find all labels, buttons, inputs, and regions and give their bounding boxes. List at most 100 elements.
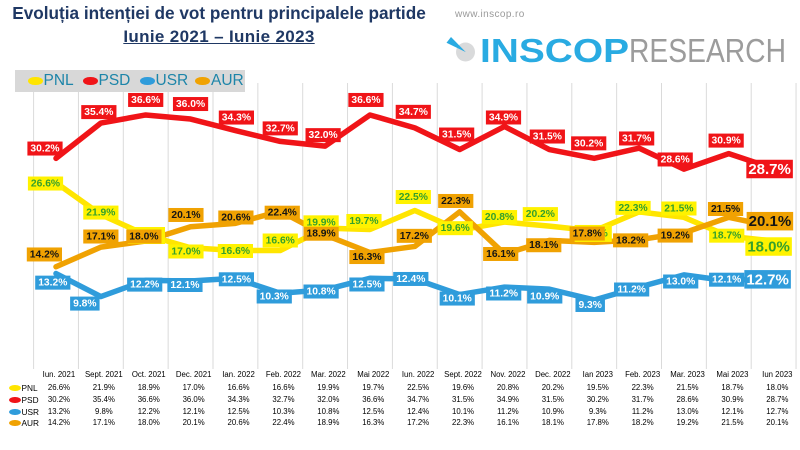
table-cell-usr-12: 9.3%	[588, 406, 607, 416]
data-label-box	[218, 110, 255, 125]
table-cell-psd-3: 36.0%	[182, 394, 205, 404]
table-cell-pnl-13: 22.3%	[631, 383, 654, 392]
table-cell-pnl-8: 22.5%	[407, 383, 430, 392]
data-label-box	[26, 247, 63, 262]
data-label-box	[35, 275, 71, 290]
data-label-usr-4: 12.5%	[222, 274, 251, 285]
table-cell-usr-8: 12.4%	[407, 406, 430, 416]
data-label-aur-5: 22.4%	[268, 208, 297, 219]
data-label-box	[167, 277, 203, 292]
table-row-usr: USR 13.2% 9.8% 12.2% 12.1% 12.5% 10.3% 10.8% 12.…	[0, 407, 800, 419]
table-cell-aur-15: 21.5%	[721, 418, 744, 428]
table-row-label-usr: USR	[9, 407, 39, 417]
table-cell-usr-10: 11.2%	[497, 406, 519, 416]
table-cell-pnl-7: 19.7%	[362, 383, 385, 392]
data-label-psd-0: 30.2%	[30, 144, 59, 155]
chart-labels-aur: 14.2% 17.1% 18.0% 20.1% 20.6% 22.4% 18.9% 16.3%…	[26, 193, 794, 265]
table-cell-psd-14: 28.6%	[676, 394, 699, 404]
data-label-psd-8: 34.7%	[399, 107, 428, 118]
table-cell-aur-16: 20.1%	[766, 418, 789, 428]
data-label-aur-16: 20.1%	[749, 213, 792, 230]
legend-item-psd: PSD	[82, 70, 131, 92]
table-cell-pnl-10: 20.8%	[496, 383, 519, 392]
table-cell-psd-13: 31.7%	[631, 394, 654, 404]
data-label-box	[485, 110, 522, 125]
table-cell-psd-8: 34.7%	[407, 394, 430, 404]
data-label-usr-5: 10.3%	[260, 291, 289, 302]
table-cell-aur-9: 22.3%	[451, 418, 475, 428]
page-subtitle: Iunie 2021 – Iunie 2023	[123, 26, 315, 46]
data-label-box	[439, 127, 475, 142]
data-label-aur-4: 20.6%	[221, 212, 250, 223]
data-label-pnl-0: 26.6%	[31, 179, 60, 190]
data-label-box	[256, 289, 292, 304]
data-label-usr-15: 12.1%	[712, 275, 741, 286]
table-cell-aur-0: 14.2%	[47, 418, 70, 428]
table-cell-pnl-1: 21.9%	[92, 383, 115, 392]
table-col-header-16: Iun 2023	[762, 370, 793, 379]
data-label-usr-7: 12.5%	[352, 279, 381, 290]
data-label-box	[571, 136, 607, 151]
data-label-psd-5: 32.7%	[266, 123, 295, 134]
data-label-box	[522, 207, 558, 222]
table-cell-usr-1: 9.8%	[94, 406, 113, 416]
table-col-header-1: Sept. 2021	[84, 370, 123, 379]
data-label-psd-4: 34.3%	[222, 113, 251, 124]
data-label-box	[349, 250, 385, 265]
data-label-usr-2: 12.2%	[130, 280, 159, 291]
logo-text-inscop: INSCOP	[480, 32, 629, 69]
table-cell-psd-10: 34.9%	[496, 394, 519, 404]
data-label-box	[70, 296, 100, 311]
page-title: Evoluția intenției de vot pentru princip…	[12, 3, 426, 23]
table-cell-psd-6: 32.0%	[317, 394, 340, 404]
data-label-box	[81, 105, 117, 120]
data-label-psd-9: 31.5%	[442, 130, 471, 141]
data-label-pnl-11: 20.2%	[526, 209, 555, 220]
data-label-box	[526, 238, 562, 253]
table-cell-usr-14: 13.0%	[676, 406, 699, 416]
data-label-box	[168, 244, 204, 259]
data-label-box	[709, 272, 745, 287]
legend-label-psd: PSD	[98, 72, 131, 89]
data-label-usr-0: 13.2%	[38, 278, 67, 289]
table-cell-aur-1: 17.1%	[92, 418, 115, 428]
table-cell-usr-7: 12.5%	[362, 406, 385, 416]
table-cell-pnl-15: 18.7%	[721, 383, 744, 392]
table-col-header-12: Ian 2023	[582, 370, 613, 379]
table-cell-aur-7: 16.3%	[362, 418, 385, 428]
table-cell-pnl-16: 18.0%	[766, 383, 789, 392]
inscop-logo: www.inscop.ro INSCOP RESEARCH	[440, 0, 800, 70]
data-label-pnl-13: 22.3%	[618, 203, 647, 214]
data-label-usr-14: 13.0%	[666, 276, 695, 287]
table-cell-usr-13: 11.2%	[631, 406, 654, 416]
table-cell-usr-9: 10.1%	[451, 406, 475, 416]
chart-legend: PNL PSD USR AUR	[15, 70, 245, 92]
data-label-box	[657, 228, 693, 243]
data-label-pnl-16: 18.0%	[747, 239, 790, 256]
table-cell-pnl-0: 26.6%	[47, 383, 70, 392]
data-label-aur-7: 16.3%	[352, 252, 381, 263]
logo-needle-icon	[446, 37, 466, 53]
table-cell-psd-9: 31.5%	[451, 394, 475, 404]
table-cell-aur-8: 17.2%	[407, 418, 430, 428]
table-cell-pnl-11: 20.2%	[541, 383, 564, 392]
data-label-usr-1: 9.8%	[73, 299, 96, 310]
data-label-box	[346, 213, 382, 228]
table-cell-aur-11: 18.1%	[541, 418, 564, 428]
data-label-usr-12: 9.3%	[578, 300, 601, 311]
table-row-name-usr: USR	[21, 406, 40, 417]
table-cell-pnl-3: 17.0%	[182, 383, 205, 392]
data-label-aur-1: 17.1%	[86, 232, 115, 243]
table-cell-aur-13: 18.2%	[631, 418, 654, 428]
data-label-pnl-1: 21.9%	[86, 208, 115, 219]
data-label-psd-6: 32.0%	[308, 130, 337, 141]
chart-line-psd	[53, 112, 777, 172]
data-label-psd-16: 28.7%	[748, 161, 791, 178]
data-label-box	[575, 297, 605, 312]
data-label-aur-11: 18.1%	[529, 240, 558, 251]
data-label-box	[83, 229, 119, 244]
table-col-header-15: Mai 2023	[716, 370, 749, 379]
table-cell-usr-11: 10.9%	[541, 406, 564, 416]
table-cell-psd-0: 30.2%	[47, 394, 70, 404]
legend-label-usr: USR	[155, 72, 189, 89]
